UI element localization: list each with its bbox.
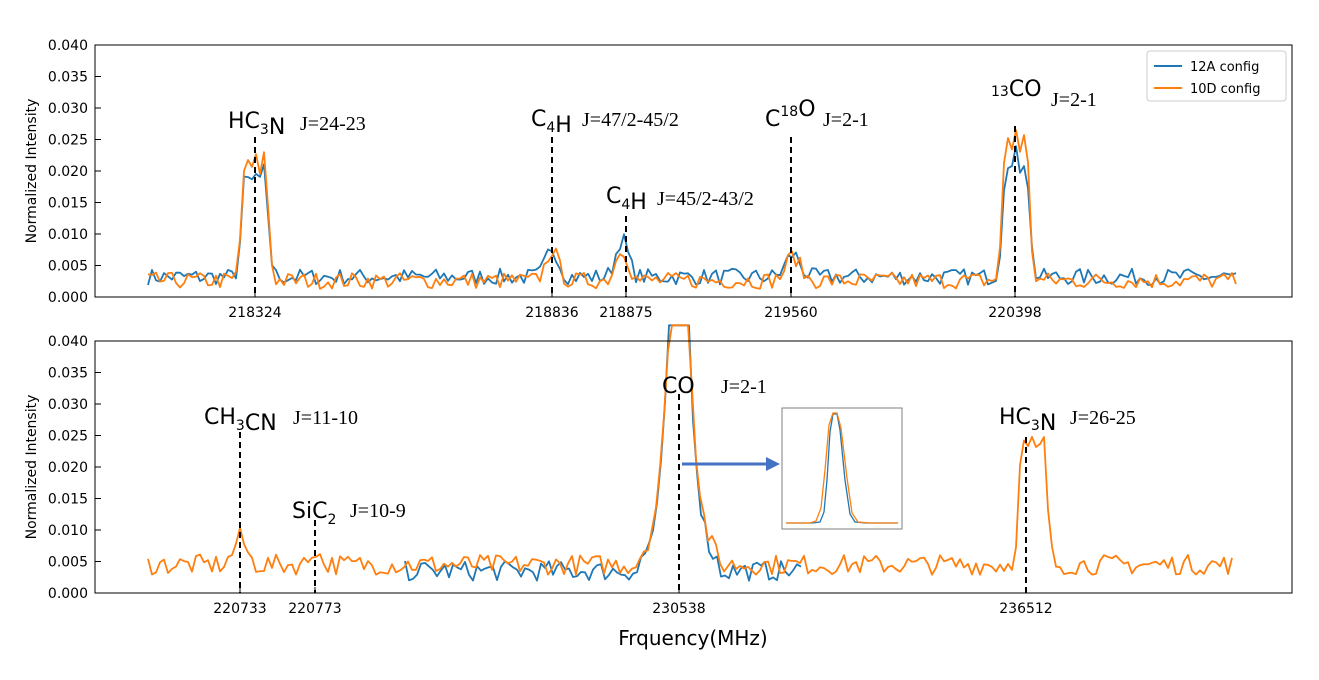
y-tick-label: 0.025 [48,133,88,149]
x-axis-label: Frquency(MHz) [618,626,768,650]
lower-x-ticks: 220733 220773 230538 236512 [213,587,1053,617]
inset-arrow [682,457,780,471]
upper-x-ticks: 218324 218836 218875 219560 220398 [228,291,1042,321]
y-tick-label: 0.040 [48,334,88,350]
species-label: C4H [606,184,647,215]
co-profile-inset [781,407,903,530]
inset-series-12a [786,413,898,524]
species-label: CH3CN [204,405,277,436]
y-tick-label: 0.000 [48,586,88,602]
species-label: CO [662,374,695,399]
transition-label: J=2-1 [721,376,767,398]
species-label: SiC2 [292,499,336,528]
y-tick-label: 0.020 [48,164,88,180]
y-tick-label: 0.005 [48,555,88,571]
transition-label: J=2-1 [823,109,869,131]
y-tick-label: 0.010 [48,523,88,539]
lower-y-axis-label: Normalized Intensity [24,395,40,540]
y-tick-label: 0.030 [48,397,88,413]
x-tick-label: 220773 [288,601,341,617]
y-tick-label: 0.030 [48,101,88,117]
species-label: HC3N [999,405,1056,436]
x-tick-label: 218836 [525,305,579,321]
transition-label: J=47/2-45/2 [582,109,679,131]
x-tick-label: 230538 [652,601,705,617]
y-tick-label: 0.020 [48,460,88,476]
x-tick-label: 220398 [988,305,1041,321]
upper-y-axis-label: Normalized Intensity [24,99,40,244]
x-tick-label: 218875 [599,305,652,321]
y-tick-label: 0.025 [48,429,88,445]
y-tick-label: 0.010 [48,227,88,243]
x-tick-label: 220733 [213,601,266,617]
lower-annotations: CH3CN J=11-10 SiC2 J=10-9 CO J=2-1 HC3N J=26-25 [204,374,1136,593]
species-label: 13CO [991,77,1042,102]
y-tick-label: 0.040 [48,38,88,54]
transition-label: J=45/2-43/2 [657,188,754,210]
legend-label-12a: 12A config [1190,60,1259,75]
series-line-12a [404,324,802,582]
transition-label: J=24-23 [300,113,366,135]
upper-series-group [147,129,1237,290]
lower-series-group [147,324,1233,582]
y-tick-label: 0.035 [48,366,88,382]
upper-plot-frame [94,44,1293,298]
x-tick-label: 219560 [764,305,817,321]
lower-y-ticks: 0.000 0.005 0.010 0.015 0.020 0.025 0.030 0.035… [48,334,101,602]
transition-label: J=10-9 [350,500,406,522]
lower-panel: 0.000 0.005 0.010 0.015 0.020 0.025 0.030 0.035… [24,324,1293,617]
y-tick-label: 0.005 [48,259,88,275]
species-label: HC3N [228,109,285,140]
legend-label-10d: 10D config [1190,82,1260,97]
series-line-10d [147,324,1233,576]
species-label: C18O [765,97,816,132]
upper-annotations: HC3N J=24-23 C4H J=47/2-45/2 C4H J=45/2-43/2 C… [228,77,1097,297]
transition-label: J=2-1 [1051,89,1097,111]
x-tick-label: 218324 [228,305,282,321]
upper-panel: 0.000 0.005 0.010 0.015 0.020 0.025 0.030 0.035… [24,38,1293,321]
y-tick-label: 0.000 [48,290,88,306]
species-label: C4H [531,107,572,138]
series-line-10d [147,129,1237,290]
series-line-12a [147,145,1237,286]
y-tick-label: 0.015 [48,196,88,212]
legend: 12A config 10D config [1146,50,1287,102]
transition-label: J=26-25 [1070,407,1136,429]
y-tick-label: 0.035 [48,70,88,86]
x-tick-label: 236512 [999,601,1052,617]
upper-y-ticks: 0.000 0.005 0.010 0.015 0.020 0.025 0.030 0.035… [48,38,101,306]
inset-series-10d [786,412,898,524]
transition-label: J=11-10 [293,407,358,429]
y-tick-label: 0.015 [48,492,88,508]
